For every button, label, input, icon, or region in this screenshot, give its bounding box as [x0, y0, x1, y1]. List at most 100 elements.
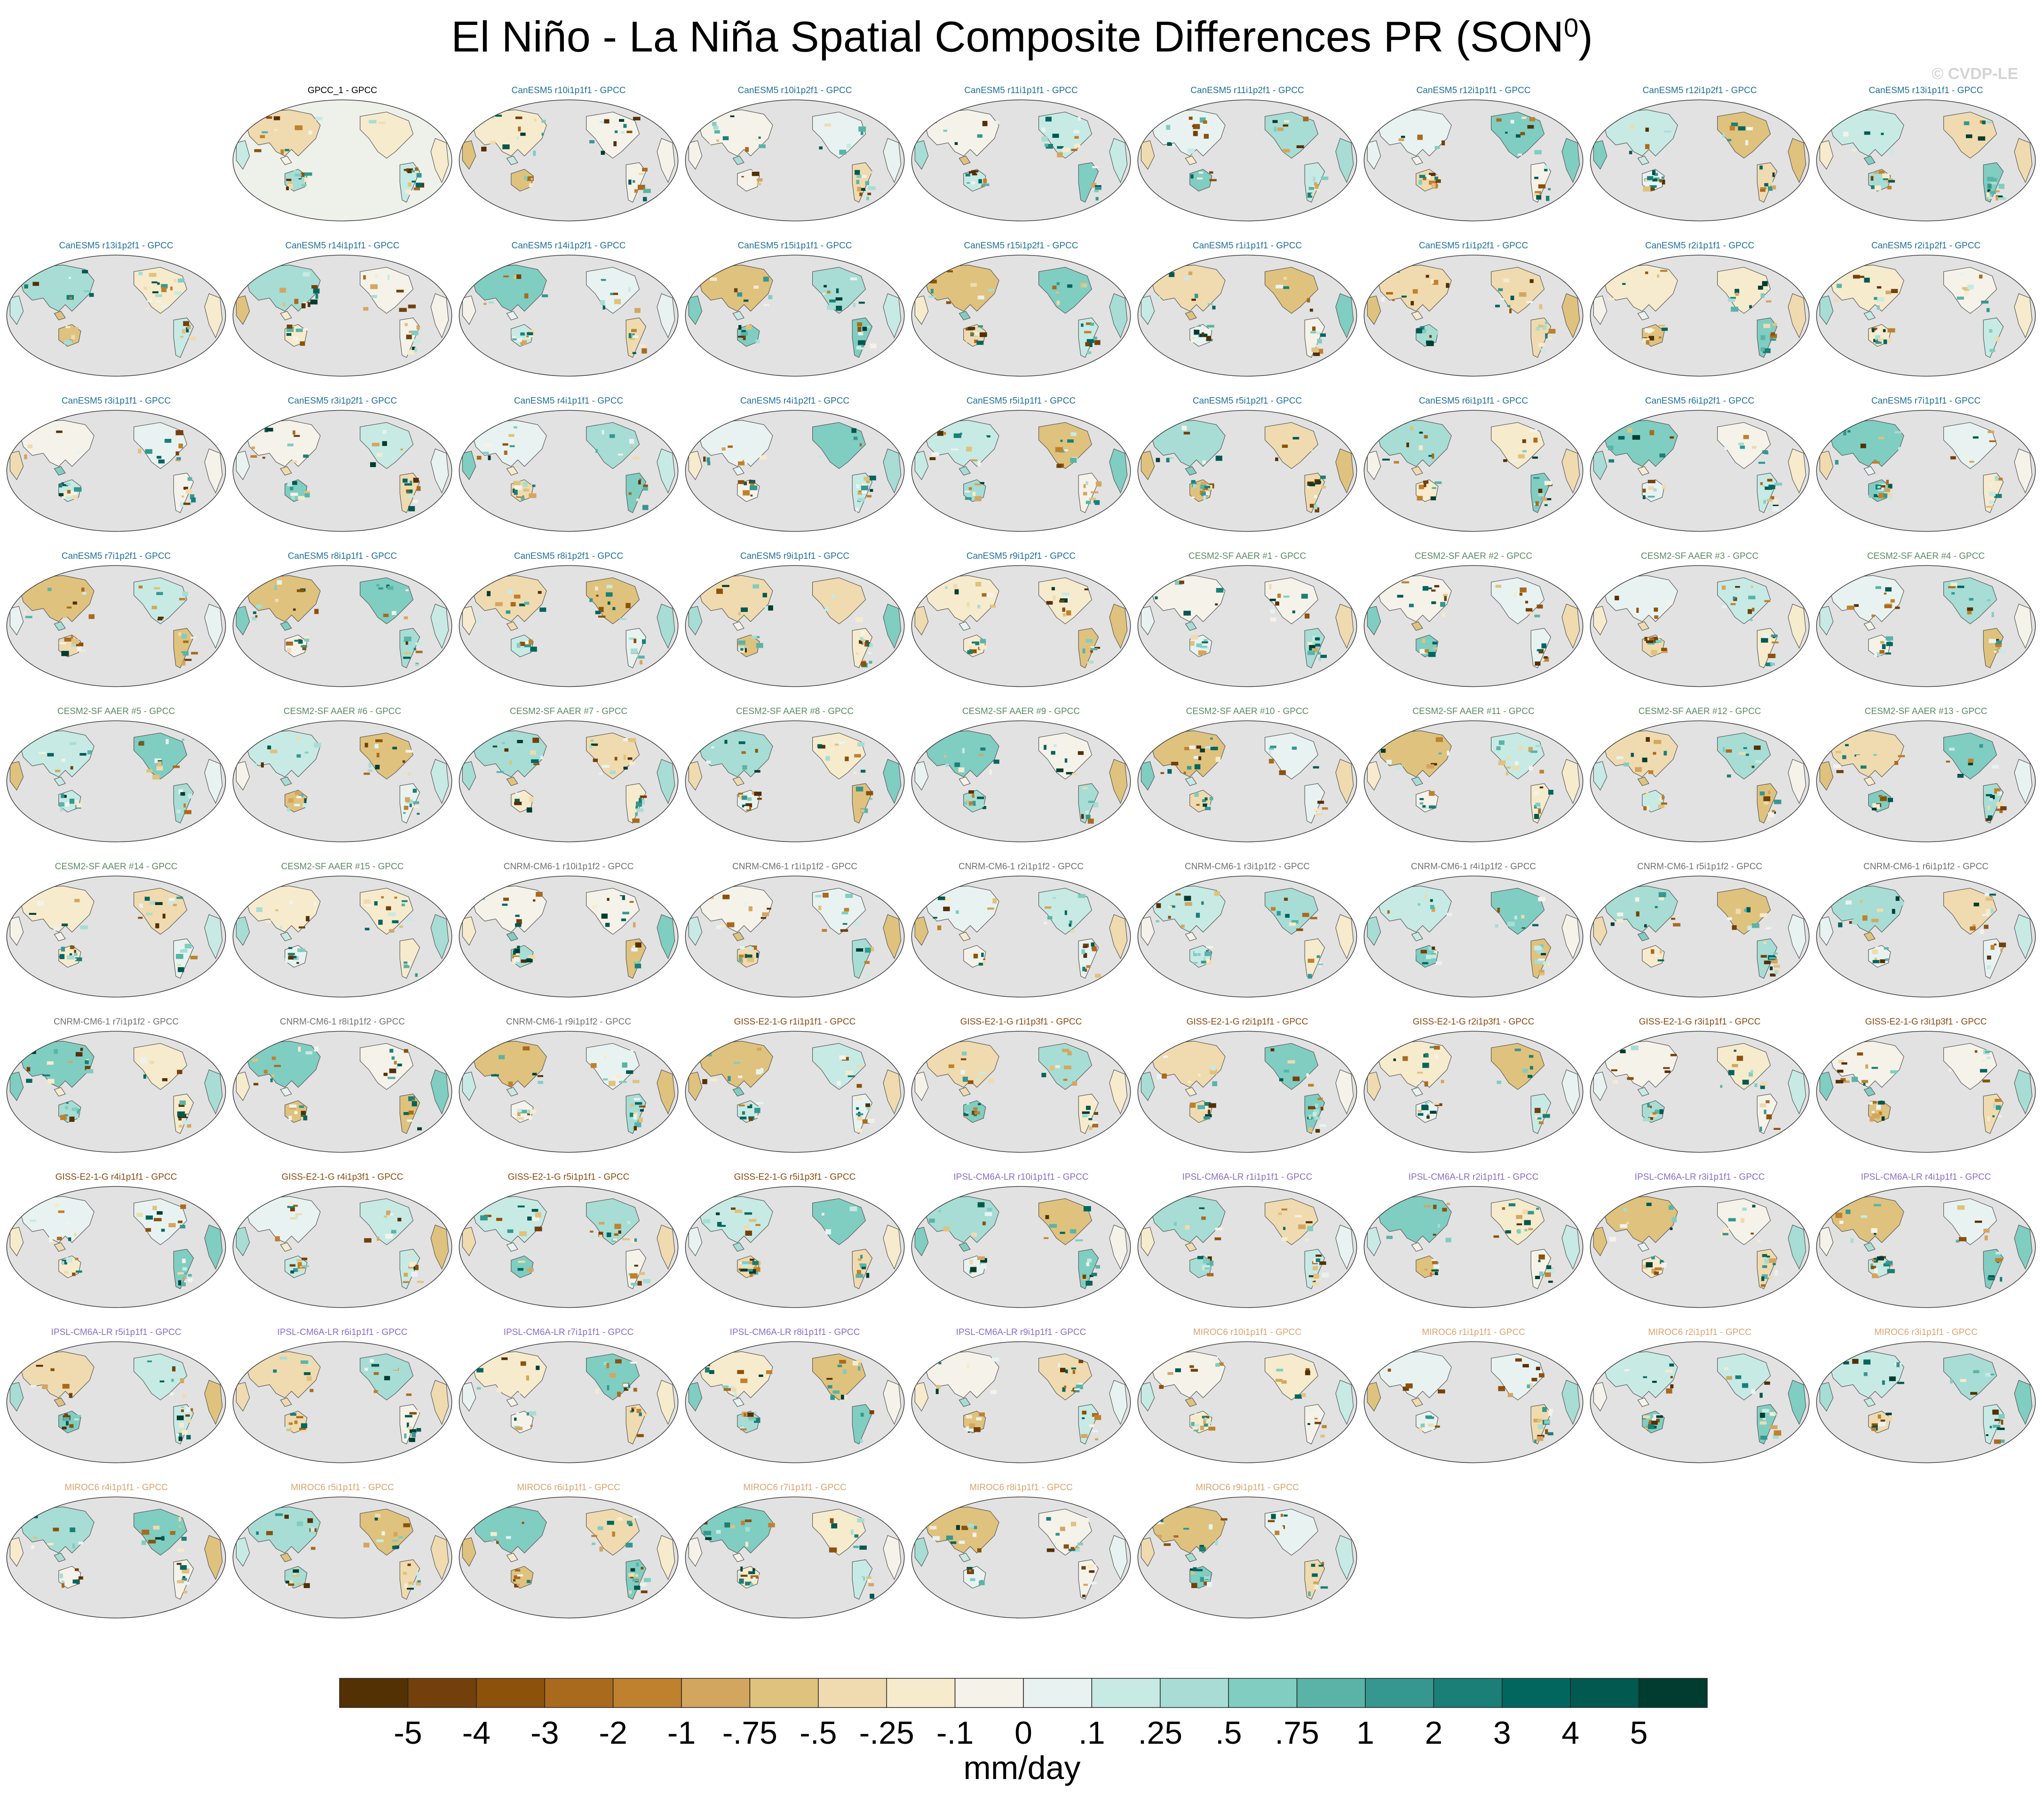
map-panel: CanESM5 r5i1p1f1 - GPCC: [911, 396, 1132, 533]
anomaly-cell: [538, 591, 542, 594]
land-region: [1141, 916, 1155, 946]
anomaly-cell: [1997, 1428, 2005, 1430]
land-region: [1642, 945, 1665, 968]
anomaly-cell: [817, 744, 823, 748]
anomaly-cell: [177, 1115, 183, 1118]
map-panel: CESM2-SF AAER #8 - GPCC: [684, 707, 905, 844]
anomaly-cell: [71, 1107, 78, 1111]
anomaly-cell: [158, 459, 165, 464]
anomaly-cell: [633, 117, 641, 120]
anomaly-cell: [180, 1407, 186, 1410]
anomaly-cell: [1077, 1382, 1083, 1386]
map-panel: IPSL-CM6A-LR r7i1p1f1 - GPCC: [458, 1327, 679, 1465]
anomaly-cell: [483, 302, 487, 305]
anomaly-cell: [1433, 1103, 1440, 1105]
anomaly-cell: [69, 491, 77, 495]
anomaly-cell: [1094, 1101, 1097, 1104]
anomaly-cell: [1838, 922, 1843, 928]
anomaly-cell: [1536, 1366, 1540, 1371]
land-region: [657, 1380, 675, 1425]
anomaly-cell: [866, 197, 869, 200]
precip-map: [1590, 99, 1810, 222]
map-panel-label: CanESM5 r15i1p2f1 - GPCC: [964, 241, 1078, 251]
anomaly-cell: [1889, 1376, 1896, 1382]
anomaly-cell: [84, 290, 89, 292]
map-panel: CNRM-CM6-1 r1i1p1f2 - GPCC: [684, 862, 905, 999]
anomaly-cell: [295, 791, 301, 795]
land-region: [1185, 466, 1197, 476]
anomaly-cell: [393, 1532, 398, 1537]
anomaly-cell: [178, 278, 185, 283]
anomaly-cell: [376, 753, 380, 758]
anomaly-cell: [745, 1519, 752, 1522]
anomaly-cell: [28, 444, 33, 449]
anomaly-cell: [1726, 1376, 1732, 1380]
anomaly-cell: [59, 642, 66, 644]
map-border: [1363, 1031, 1584, 1153]
anomaly-cell: [24, 454, 27, 460]
land-region: [430, 293, 449, 339]
anomaly-cell: [754, 1108, 761, 1113]
anomaly-cell: [1070, 1547, 1074, 1550]
anomaly-cell: [822, 1213, 824, 1216]
anomaly-cell: [607, 898, 610, 901]
precip-map: [1137, 720, 1357, 842]
anomaly-cell: [870, 798, 873, 800]
land-region: [1828, 264, 1904, 312]
anomaly-cell: [507, 1229, 514, 1233]
anomaly-cell: [599, 1234, 602, 1239]
anomaly-cell: [1203, 1116, 1211, 1120]
anomaly-cell: [1191, 298, 1196, 301]
anomaly-cell: [1853, 275, 1860, 279]
anomaly-cell: [374, 1517, 378, 1521]
anomaly-cell: [960, 1058, 967, 1061]
anomaly-cell: [1209, 1524, 1213, 1530]
anomaly-cell: [629, 175, 634, 178]
land-region: [688, 761, 703, 791]
anomaly-cell: [295, 1213, 302, 1215]
anomaly-cell: [401, 903, 405, 906]
anomaly-cell: [1203, 1419, 1206, 1424]
anomaly-cell: [188, 1278, 193, 1282]
anomaly-cell: [1283, 1514, 1288, 1517]
anomaly-cell: [1268, 747, 1274, 750]
land-region: [506, 310, 518, 321]
anomaly-cell: [1548, 1408, 1553, 1413]
map-border: [685, 410, 905, 532]
title-superscript: 0: [1563, 13, 1579, 42]
anomaly-cell: [1759, 1393, 1763, 1398]
anomaly-cell: [1891, 289, 1898, 294]
anomaly-cell: [861, 1266, 866, 1270]
anomaly-cell: [1890, 599, 1895, 603]
anomaly-cell: [1745, 754, 1749, 756]
anomaly-cell: [408, 1096, 415, 1101]
anomaly-cell: [1995, 337, 2000, 342]
anomaly-cell: [1419, 175, 1426, 178]
anomaly-cell: [842, 923, 848, 925]
anomaly-cell: [1516, 1223, 1522, 1225]
anomaly-cell: [978, 179, 982, 183]
anomaly-cell: [977, 1256, 985, 1260]
anomaly-cell: [750, 483, 755, 487]
anomaly-cell: [1661, 1262, 1667, 1268]
anomaly-cell: [64, 637, 71, 642]
anomaly-cell: [1863, 1372, 1868, 1376]
anomaly-cell: [1608, 445, 1614, 451]
anomaly-cell: [1764, 600, 1771, 603]
anomaly-cell: [265, 920, 271, 923]
anomaly-cell: [1984, 924, 1989, 929]
anomaly-cell: [285, 958, 293, 963]
anomaly-cell: [1202, 460, 1206, 464]
land-region: [9, 916, 24, 946]
anomaly-cell: [1158, 580, 1162, 585]
land-region: [430, 759, 449, 804]
anomaly-cell: [623, 755, 626, 760]
anomaly-cell: [182, 1578, 187, 1581]
anomaly-cell: [1658, 336, 1662, 339]
anomaly-cell: [980, 482, 984, 485]
land-region: [697, 1040, 773, 1088]
land-region: [1109, 1535, 1128, 1581]
anomaly-cell: [1292, 610, 1295, 613]
anomaly-cell: [966, 1112, 969, 1114]
anomaly-cell: [1763, 941, 1767, 945]
